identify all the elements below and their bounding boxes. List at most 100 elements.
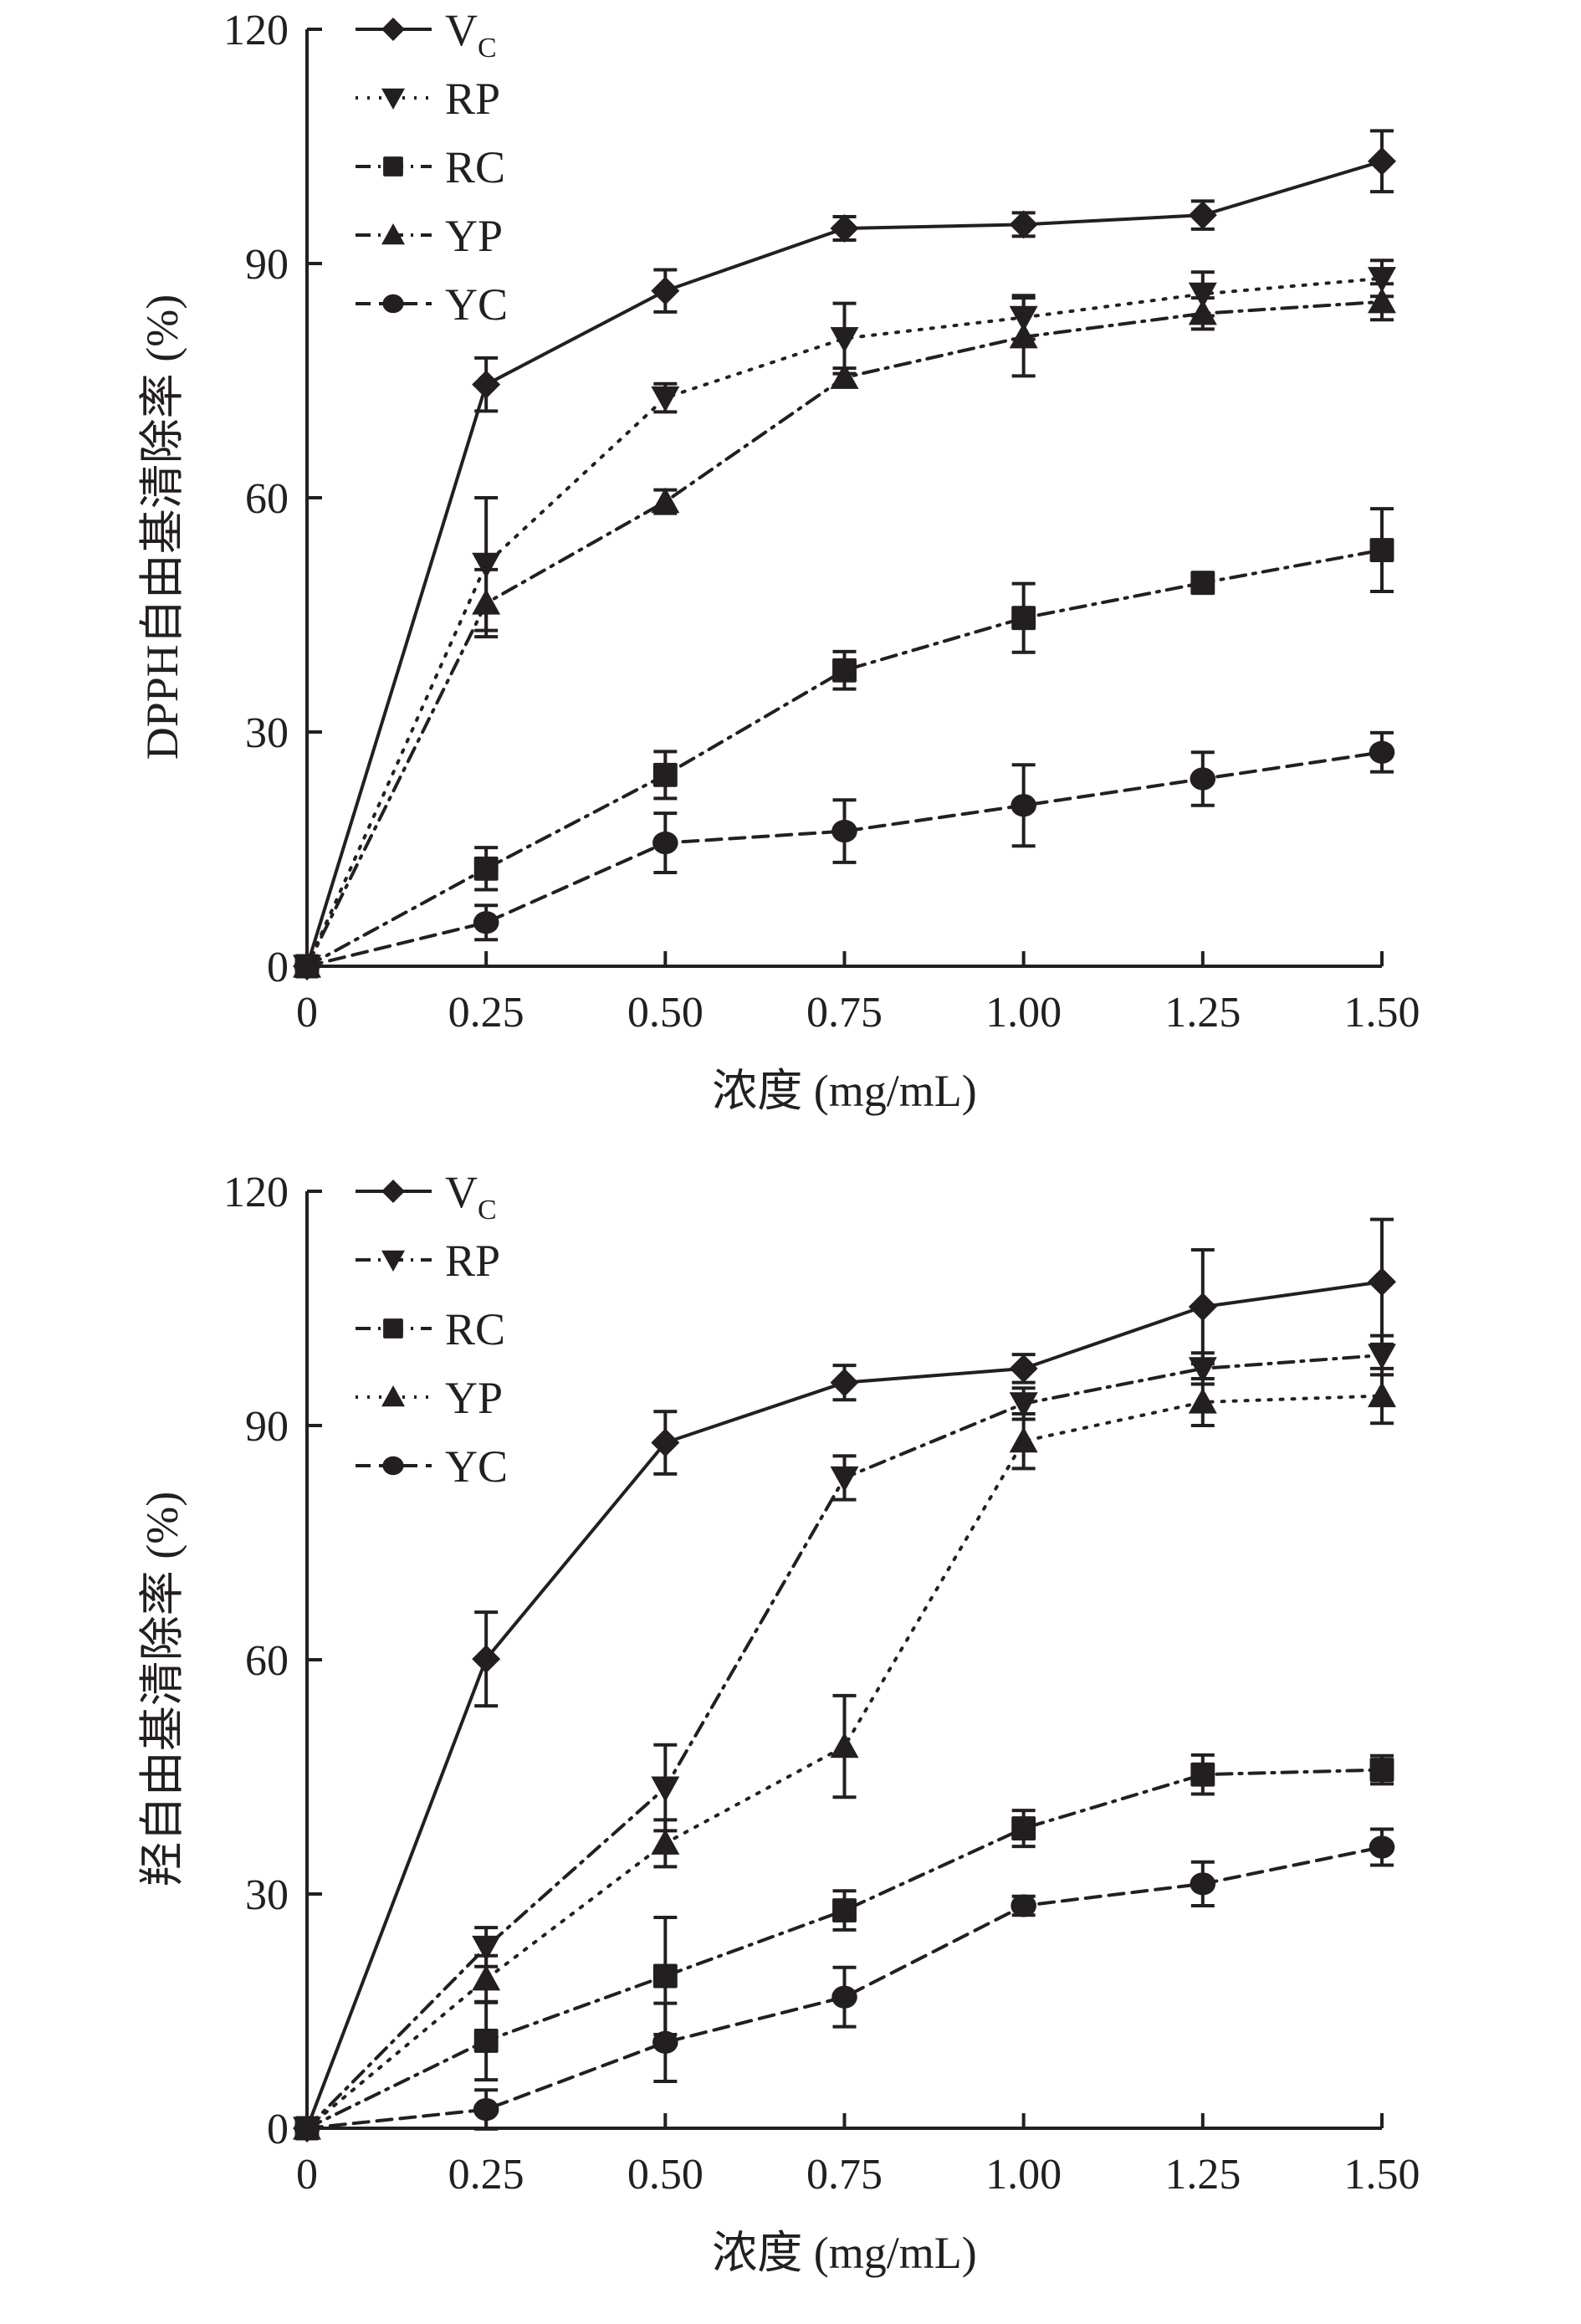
series-YC	[294, 730, 1395, 978]
data-point	[652, 2030, 678, 2054]
data-point	[1011, 794, 1036, 817]
x-tick-label: 0.75	[806, 2151, 883, 2199]
legend-item: RP	[356, 74, 500, 124]
x-tick-label: 1.50	[1344, 989, 1420, 1037]
legend-label-main: RP	[445, 74, 500, 124]
data-point	[1188, 299, 1217, 325]
data-point	[472, 552, 501, 579]
x-tick-label: 0.25	[448, 2151, 524, 2199]
x-tick-label: 0	[296, 989, 318, 1037]
legend-label: YP	[445, 211, 503, 261]
data-point	[830, 1732, 859, 1758]
data-point	[652, 1963, 678, 1989]
y-axis-title: DPPH自由基清除率 (%)	[137, 294, 187, 760]
data-point	[830, 1466, 859, 1492]
y-tick-label: 0	[267, 944, 289, 991]
data-point	[1369, 1758, 1394, 1783]
data-point	[832, 1898, 857, 1923]
legend-item: YP	[356, 211, 503, 261]
legend-label-main: V	[445, 5, 478, 55]
data-point	[472, 1935, 501, 1962]
y-tick-label: 30	[245, 709, 289, 757]
legend-label: RC	[445, 1304, 505, 1354]
data-point	[472, 589, 501, 615]
y-tick-label: 120	[223, 1169, 289, 1216]
legend-item: RC	[356, 142, 505, 192]
data-point	[1368, 1344, 1396, 1369]
legend-item: RP	[356, 1236, 500, 1286]
y-tick-label: 60	[245, 475, 289, 523]
series-RC	[294, 507, 1394, 979]
legend-label-main: RC	[445, 142, 505, 192]
y-axis-title: 羟自由基清除率 (%)	[137, 1492, 187, 1886]
x-tick-label: 0.50	[627, 2151, 704, 2199]
data-point	[831, 1985, 857, 2009]
data-point	[830, 214, 859, 243]
legend-item: YC	[356, 279, 508, 330]
legend-marker-icon	[381, 88, 405, 110]
y-tick-label: 30	[245, 1871, 289, 1919]
legend-marker-icon	[383, 1318, 403, 1339]
y-tick-label: 60	[245, 1637, 289, 1685]
legend-label-sub: C	[478, 1195, 497, 1226]
legend-label: VC	[445, 1167, 497, 1226]
data-point	[1188, 1388, 1217, 1414]
data-point	[473, 911, 499, 934]
legend-label-main: RP	[445, 1236, 500, 1286]
x-tick-label: 0.75	[806, 989, 883, 1037]
data-point	[652, 762, 678, 787]
data-point	[1011, 1816, 1036, 1841]
data-point	[473, 856, 499, 881]
data-point	[1011, 606, 1036, 631]
legend-label: YC	[445, 279, 508, 330]
data-point	[652, 831, 678, 855]
y-tick-label: 90	[245, 1403, 289, 1451]
data-point	[1190, 571, 1215, 596]
legend-marker-icon	[381, 1385, 405, 1407]
legend-label: RP	[445, 1236, 500, 1286]
legend-label: RP	[445, 74, 500, 124]
legend-label: RC	[445, 142, 505, 192]
data-point	[1369, 740, 1395, 764]
data-point	[472, 370, 501, 399]
data-point	[1190, 1872, 1216, 1896]
legend-item: RC	[356, 1304, 505, 1354]
data-point	[1190, 1762, 1215, 1787]
data-point	[1009, 210, 1038, 239]
legend-label-main: YC	[445, 279, 508, 330]
y-tick-label: 90	[245, 241, 289, 289]
data-point	[651, 1829, 680, 1855]
series-YP	[293, 282, 1396, 978]
data-point	[473, 2098, 499, 2122]
x-tick-label: 1.25	[1164, 2151, 1241, 2199]
data-point	[1368, 287, 1396, 314]
legend-label: VC	[445, 5, 497, 64]
data-point	[830, 1368, 859, 1397]
legend-item: YP	[356, 1373, 503, 1423]
series-line	[305, 548, 1384, 968]
data-point	[1011, 1894, 1036, 1917]
data-point	[1009, 1392, 1038, 1418]
legend-label: YC	[445, 1441, 508, 1492]
data-point	[831, 819, 857, 843]
legend-marker-icon	[381, 223, 405, 245]
legend-item: YC	[356, 1441, 508, 1492]
series-line	[305, 299, 1384, 968]
legend-marker-icon	[381, 18, 405, 41]
dpph-chart: 0 30 60 90 120 0 0.25 0.50 0.75 1.00 1.25 1.50 浓度 (m…	[137, 5, 1420, 1116]
legend-label-main: YC	[445, 1441, 508, 1492]
data-point	[1369, 1835, 1395, 1859]
legend-marker-icon	[381, 1250, 405, 1272]
hydroxyl-chart: 0 30 60 90 120 0 0.25 0.50 0.75 1.00 1.25 1.50 浓度 (m…	[137, 1167, 1420, 2278]
data-point	[294, 955, 320, 978]
series-line	[305, 1768, 1384, 2130]
data-point	[1368, 146, 1396, 176]
x-axis-title: 浓度 (mg/mL)	[712, 1066, 976, 1116]
data-point	[651, 276, 680, 305]
data-point	[294, 2117, 320, 2140]
legend-item: VC	[356, 1167, 497, 1226]
data-point	[472, 1645, 501, 1674]
data-point	[1188, 1357, 1217, 1383]
x-tick-label: 1.25	[1164, 989, 1241, 1037]
x-tick-label: 0	[296, 2151, 318, 2199]
